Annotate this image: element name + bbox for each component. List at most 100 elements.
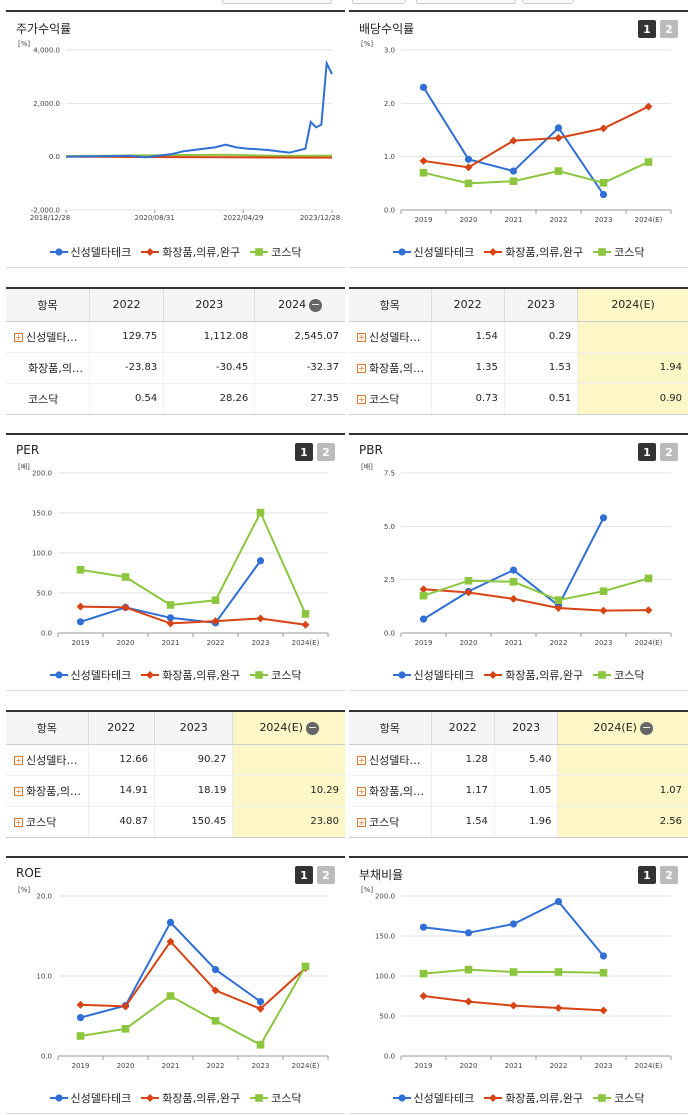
legend-swatch-icon <box>593 671 612 679</box>
row-name: + 코스닥 <box>6 805 89 837</box>
column-header: 2024(E) <box>577 289 688 322</box>
page-1-button[interactable]: 1 <box>295 866 313 884</box>
x-tick-label: 2023 <box>595 1062 613 1070</box>
page-2-button[interactable]: 2 <box>660 20 678 38</box>
legend-marker <box>489 671 498 679</box>
legend-swatch-icon <box>49 671 68 679</box>
data-point <box>599 1006 608 1015</box>
data-point <box>121 1002 130 1011</box>
x-tick-label: 2022 <box>550 639 568 647</box>
legend-label: 코스닥 <box>614 1092 645 1105</box>
panel-title: ROE <box>16 866 42 880</box>
legend-item[interactable]: 코스닥 <box>250 244 301 260</box>
x-tick-label: 2024(E) <box>635 216 663 224</box>
collapse-icon[interactable]: − <box>305 720 319 735</box>
legend-item[interactable]: 코스닥 <box>593 1090 644 1106</box>
collapse-icon[interactable]: − <box>309 297 323 312</box>
legend: 신성델타테크 화장품,의류,완구 코스닥 <box>349 244 688 260</box>
expand-icon[interactable]: + <box>14 818 23 828</box>
legend-item[interactable]: 코스닥 <box>250 667 301 683</box>
legend-item[interactable]: 화장품,의류,완구 <box>141 244 240 260</box>
expand-icon[interactable]: + <box>357 333 366 342</box>
per-table-panel: 항목 2022 2023 2024(E) − + 신성델타… 12.66 90.27 + 화장품,의… <box>6 710 345 838</box>
legend-label: 화장품,의류,완구 <box>162 1092 241 1105</box>
data-point <box>166 601 175 609</box>
expand-icon[interactable]: + <box>357 395 366 405</box>
table-cell: 1,112.08 <box>163 320 256 352</box>
data-point <box>509 594 518 603</box>
top-control-stub-4[interactable] <box>522 0 574 4</box>
legend-item[interactable]: 신성델타테크 <box>49 1090 131 1106</box>
legend-item[interactable]: 신성델타테크 <box>392 1090 474 1106</box>
table-cell: 14.91 <box>88 774 156 806</box>
pbr-chart: [배] 0.0 2.5 5.0 7.5 2019 2020 2021 2022 2023 2024(… <box>361 463 672 647</box>
top-control-stub-1[interactable] <box>222 0 332 4</box>
data-point <box>419 156 428 165</box>
page-2-button[interactable]: 2 <box>317 443 335 461</box>
legend-marker <box>598 671 606 679</box>
legend-marker <box>598 248 606 256</box>
page-2-button[interactable]: 2 <box>317 866 335 884</box>
data-point <box>464 576 473 585</box>
table-cell: 0.73 <box>431 382 505 414</box>
table-cell: 0.51 <box>504 382 579 414</box>
stock-return-panel: 주가수익률 [%] 4,000.0 2,000.0 0.0 -2,000.0 2018/1… <box>6 10 345 268</box>
collapse-icon[interactable]: − <box>639 720 653 735</box>
data-point <box>599 587 608 595</box>
expand-icon[interactable]: + <box>14 787 23 796</box>
per-chart: [배] 0.0 50.0 100.0 150.0 200.0 2019 2020 2021 202… <box>18 463 329 647</box>
legend-swatch-icon <box>49 1094 68 1102</box>
legend-marker <box>489 1094 498 1102</box>
x-tick-label: 2019 <box>415 1062 433 1070</box>
top-control-stub-3[interactable] <box>416 0 516 4</box>
legend-marker <box>397 671 406 679</box>
unit-label: [%] <box>361 40 373 48</box>
unit-label: [%] <box>361 886 373 894</box>
table-cell: 23.80 <box>232 805 345 837</box>
legend: 신성델타테크 화장품,의류,완구 코스닥 <box>349 667 688 683</box>
data-point <box>256 998 265 1006</box>
data-point <box>509 177 518 185</box>
stock-return-table: 항목 2022 2023 2024− + 신성델타… 129.75 1,112.08 2,545… <box>6 289 345 414</box>
legend-item[interactable]: 신성델타테크 <box>49 667 131 683</box>
legend-item[interactable]: 신성델타테크 <box>49 244 131 260</box>
x-tick-label: 2021 <box>505 216 523 224</box>
legend-marker <box>255 671 263 679</box>
expand-icon[interactable]: + <box>357 818 366 828</box>
expand-icon[interactable]: + <box>357 364 366 373</box>
legend-item[interactable]: 화장품,의류,완구 <box>141 667 240 683</box>
legend-item[interactable]: 코스닥 <box>593 667 644 683</box>
legend-item[interactable]: 화장품,의류,완구 <box>141 1090 240 1106</box>
page-1-button[interactable]: 1 <box>638 20 656 38</box>
legend-item[interactable]: 화장품,의류,완구 <box>484 244 583 260</box>
expand-icon[interactable]: + <box>357 756 366 765</box>
page-1-button[interactable]: 1 <box>638 443 656 461</box>
expand-icon[interactable]: + <box>14 333 23 342</box>
table-row: + 신성델타… 1.28 5.40 <box>349 743 688 775</box>
legend-item[interactable]: 코스닥 <box>593 244 644 260</box>
panel-title: 부채비율 <box>359 868 404 882</box>
top-control-stub-2[interactable] <box>352 0 406 4</box>
page-2-button[interactable]: 2 <box>660 866 678 884</box>
legend-item[interactable]: 화장품,의류,완구 <box>484 1090 583 1106</box>
page-2-button[interactable]: 2 <box>660 443 678 461</box>
y-tick-label: 100.0 <box>32 550 52 558</box>
data-point <box>211 1017 220 1025</box>
x-tick-label: 2020 <box>460 1062 478 1070</box>
page-1-button[interactable]: 1 <box>638 866 656 884</box>
expand-icon[interactable]: + <box>357 787 366 796</box>
unit-label: [%] <box>18 886 30 894</box>
legend-item[interactable]: 코스닥 <box>250 1090 301 1106</box>
expand-icon[interactable]: + <box>14 756 23 765</box>
legend-item[interactable]: 화장품,의류,완구 <box>484 667 583 683</box>
legend-item[interactable]: 신성델타테크 <box>392 244 474 260</box>
series-line <box>80 560 262 624</box>
legend-item[interactable]: 신성델타테크 <box>392 667 474 683</box>
table-row: + 신성델타… 129.75 1,112.08 2,545.07 <box>6 320 345 352</box>
page-1-button[interactable]: 1 <box>295 443 313 461</box>
